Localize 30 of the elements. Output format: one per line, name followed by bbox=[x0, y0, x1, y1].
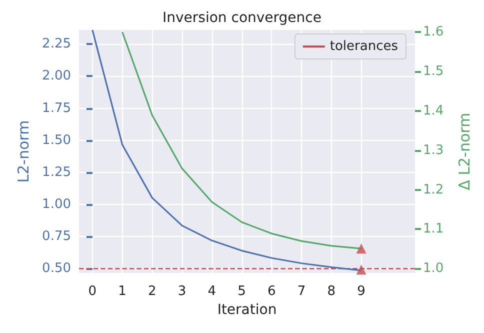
y-tick-label: 1.00 bbox=[42, 196, 71, 212]
y2-tick-label: 1.5 bbox=[423, 64, 444, 79]
y-axis-title: L2-norm bbox=[14, 120, 32, 183]
y2-axis-title: Δ L2-norm bbox=[456, 112, 474, 190]
y-tick-label: 1.75 bbox=[42, 100, 71, 116]
x-tick-label: 7 bbox=[297, 284, 306, 299]
y2-tick-label: 1.0 bbox=[423, 261, 444, 276]
y2-tick-label: 1.1 bbox=[423, 222, 444, 237]
y2-tick-label: 1.2 bbox=[423, 182, 444, 198]
x-tick-label: 9 bbox=[357, 284, 366, 299]
y-tick-label: 0.75 bbox=[42, 229, 71, 244]
x-tick-label: 0 bbox=[88, 284, 97, 299]
x-axis-title: Iteration bbox=[217, 302, 277, 318]
y-tick-label: 2.00 bbox=[42, 68, 71, 84]
y-tick-label: 2.25 bbox=[42, 36, 71, 52]
x-tick-label: 4 bbox=[208, 284, 216, 299]
legend-label: tolerances bbox=[330, 39, 398, 54]
x-tick-label: 3 bbox=[178, 284, 186, 299]
y2-tick-label: 1.4 bbox=[423, 103, 444, 118]
x-tick-label: 1 bbox=[118, 284, 126, 299]
x-tick-label: 8 bbox=[327, 284, 336, 299]
y-tick-label: 1.25 bbox=[42, 164, 71, 180]
y-tick-label: 1.50 bbox=[42, 132, 71, 148]
y-tick-label: 0.50 bbox=[42, 261, 71, 276]
x-tick-label: 6 bbox=[268, 284, 276, 299]
y2-tick-label: 1.3 bbox=[423, 142, 444, 158]
y2-tick-label: 1.6 bbox=[423, 24, 444, 40]
x-tick-label: 2 bbox=[148, 284, 156, 299]
x-tick-label: 5 bbox=[238, 284, 246, 299]
chart-title: Inversion convergence bbox=[162, 10, 322, 26]
